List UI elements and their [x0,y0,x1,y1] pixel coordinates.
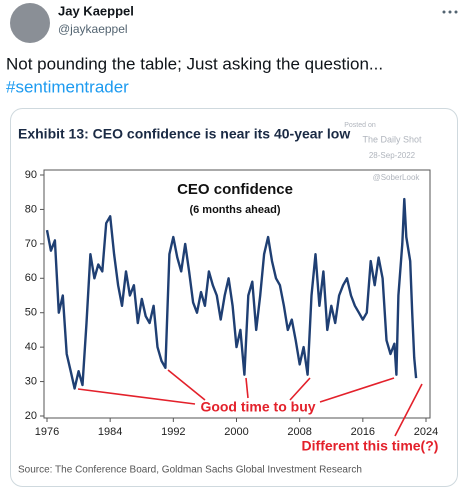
author-name[interactable]: Jay Kaeppel [58,3,134,18]
y-tick-label: 90 [25,169,37,181]
y-tick-label: 50 [25,307,37,319]
series-title: CEO confidence [177,181,293,198]
x-tick-label: 2000 [224,426,248,438]
series-subtitle: (6 months ahead) [189,204,280,216]
annotation: Good time to buy [200,399,315,415]
annotation-arrows [77,369,423,437]
hashtag[interactable]: #sentimentrader [6,77,129,96]
annotation: Different this time(?) [302,438,439,454]
data-line [45,197,418,390]
y-tick-label: 80 [25,203,37,215]
watermark: @SoberLook [373,173,421,182]
y-tick-label: 70 [25,238,37,250]
chart: Exhibit 13: CEO confidence is near its 4… [18,122,438,476]
source: Source: The Conference Board, Goldman Sa… [18,465,362,476]
watermark: Posted on [344,122,376,129]
y-tick-label: 30 [25,375,37,387]
tweet-text: Not pounding the table; Just asking the … [6,54,383,73]
more-button[interactable] [442,10,458,14]
avatar[interactable] [10,3,50,43]
chart-title: Exhibit 13: CEO confidence is near its 4… [18,126,350,142]
x-tick-label: 2024 [414,426,438,438]
x-tick-label: 2008 [287,426,311,438]
x-tick-label: 1992 [161,426,185,438]
author-handle[interactable]: @jaykaeppel [58,22,128,36]
x-tick-label: 1984 [98,426,122,438]
watermark: The Daily Shot [362,134,422,144]
x-tick-label: 1976 [35,426,59,438]
y-tick-label: 60 [25,272,37,284]
y-tick-label: 20 [25,410,37,422]
x-tick-label: 2016 [351,426,375,438]
y-tick-label: 40 [25,341,37,353]
watermark: 28-Sep-2022 [369,151,416,160]
media-frame[interactable] [10,108,458,487]
